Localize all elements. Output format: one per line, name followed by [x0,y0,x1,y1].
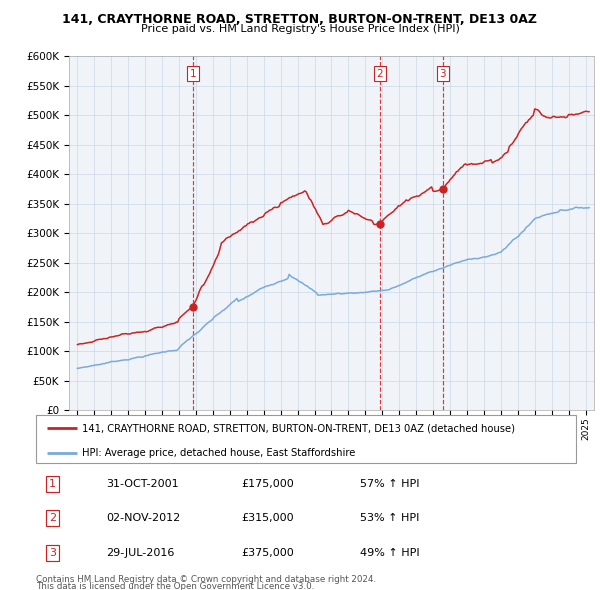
Text: 141, CRAYTHORNE ROAD, STRETTON, BURTON-ON-TRENT, DE13 0AZ: 141, CRAYTHORNE ROAD, STRETTON, BURTON-O… [62,13,538,26]
Text: 53% ↑ HPI: 53% ↑ HPI [360,513,419,523]
Text: Price paid vs. HM Land Registry's House Price Index (HPI): Price paid vs. HM Land Registry's House … [140,24,460,34]
Text: 57% ↑ HPI: 57% ↑ HPI [360,479,419,489]
Text: Contains HM Land Registry data © Crown copyright and database right 2024.: Contains HM Land Registry data © Crown c… [36,575,376,584]
Text: 1: 1 [190,69,196,78]
Text: 02-NOV-2012: 02-NOV-2012 [106,513,181,523]
Text: 3: 3 [49,548,56,558]
FancyBboxPatch shape [36,415,576,463]
Text: 49% ↑ HPI: 49% ↑ HPI [360,548,419,558]
Text: £175,000: £175,000 [241,479,294,489]
Text: 1: 1 [49,479,56,489]
Text: 31-OCT-2001: 31-OCT-2001 [106,479,179,489]
Text: HPI: Average price, detached house, East Staffordshire: HPI: Average price, detached house, East… [82,447,355,457]
Text: 3: 3 [439,69,446,78]
Text: 141, CRAYTHORNE ROAD, STRETTON, BURTON-ON-TRENT, DE13 0AZ (detached house): 141, CRAYTHORNE ROAD, STRETTON, BURTON-O… [82,423,515,433]
Text: 2: 2 [376,69,383,78]
Text: This data is licensed under the Open Government Licence v3.0.: This data is licensed under the Open Gov… [36,582,314,590]
Text: 2: 2 [49,513,56,523]
Text: 29-JUL-2016: 29-JUL-2016 [106,548,175,558]
Text: £375,000: £375,000 [241,548,294,558]
Text: £315,000: £315,000 [241,513,294,523]
